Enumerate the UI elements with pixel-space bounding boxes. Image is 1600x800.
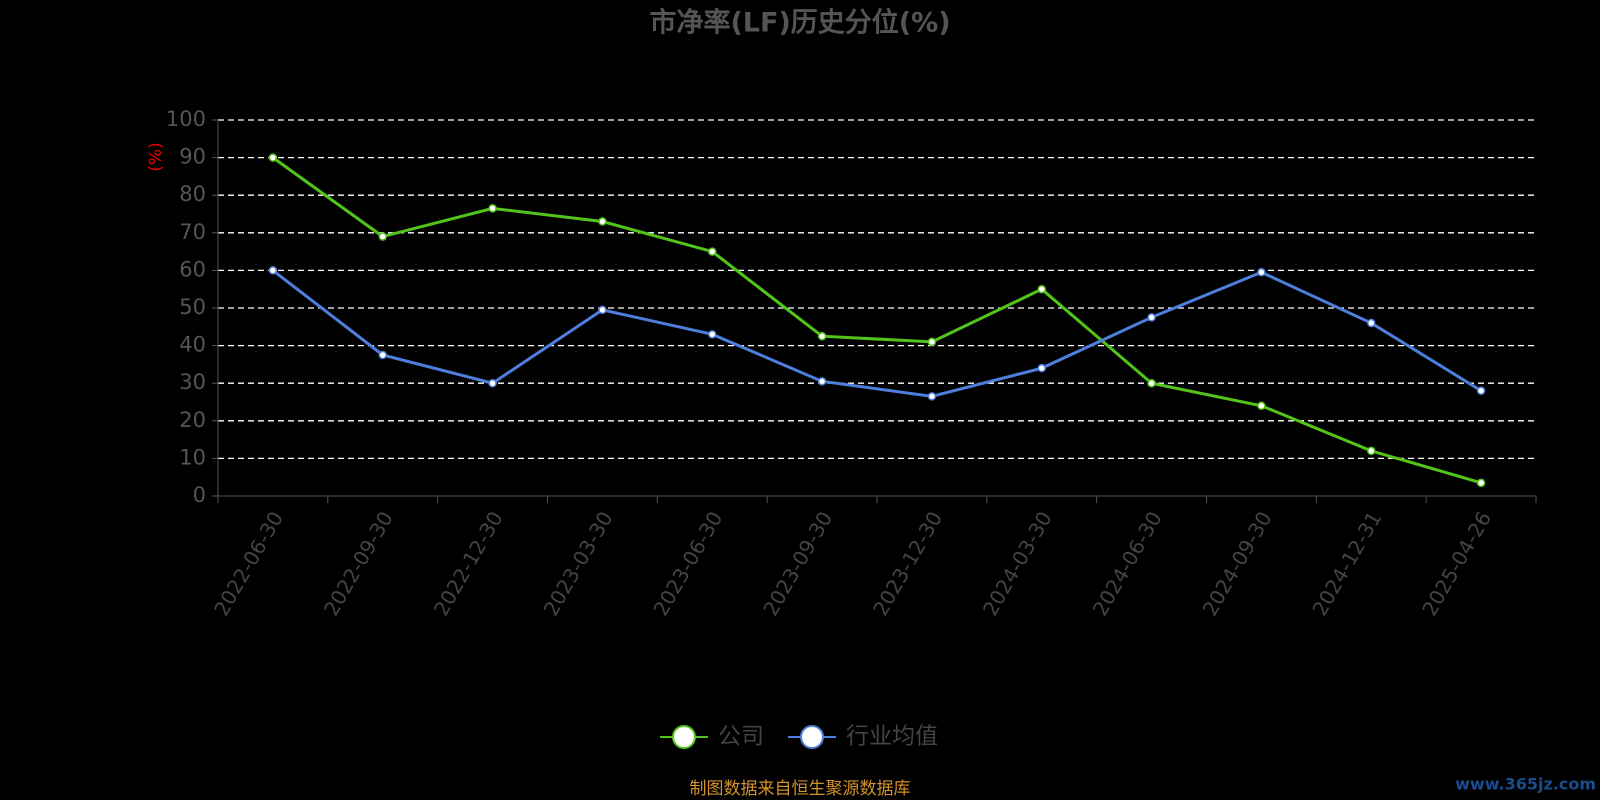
point	[598, 217, 607, 226]
point	[1476, 386, 1486, 395]
point	[598, 305, 607, 315]
legend-marker	[800, 725, 824, 749]
point	[268, 153, 278, 162]
point	[1257, 268, 1266, 277]
series-line	[272, 269, 1482, 398]
y-tick-label: 40	[179, 333, 206, 357]
point	[1367, 446, 1376, 456]
legend-label: 行业均值	[846, 724, 938, 750]
y-tick-label: 0	[193, 483, 206, 507]
chart-title: 市净率(LF)历史分位(%)	[649, 7, 950, 39]
y-tick-label: 70	[179, 220, 206, 244]
footer: 制图数据来自恒生聚源数据库	[690, 779, 911, 799]
point	[708, 247, 717, 256]
point	[1367, 318, 1376, 328]
y-tick-label: 60	[179, 257, 206, 281]
y-tick-label: 100	[166, 107, 206, 131]
point	[1476, 478, 1486, 488]
point	[1037, 363, 1046, 373]
point	[927, 337, 937, 347]
point	[927, 392, 937, 401]
y-tick-label: 90	[179, 145, 206, 169]
series-line	[272, 156, 1482, 485]
point	[268, 266, 278, 275]
y-tick-label: 30	[179, 370, 206, 394]
y-tick-label: 10	[179, 445, 206, 469]
legend-label: 公司	[718, 724, 764, 750]
y-axis-label: (%)	[146, 142, 166, 171]
watermark: www.365jz.com	[1455, 775, 1596, 794]
point	[378, 232, 387, 241]
y-tick-label: 80	[179, 182, 206, 206]
point	[708, 330, 717, 339]
point	[817, 377, 827, 386]
point	[1037, 284, 1046, 294]
point	[1147, 313, 1156, 322]
point	[488, 204, 497, 213]
y-tick-label: 20	[179, 408, 206, 432]
y-tick-label: 50	[179, 295, 206, 319]
legend-marker	[672, 725, 696, 749]
point	[1147, 378, 1156, 388]
point	[378, 350, 387, 360]
point	[817, 331, 827, 341]
point	[488, 378, 497, 388]
point	[1257, 401, 1266, 411]
